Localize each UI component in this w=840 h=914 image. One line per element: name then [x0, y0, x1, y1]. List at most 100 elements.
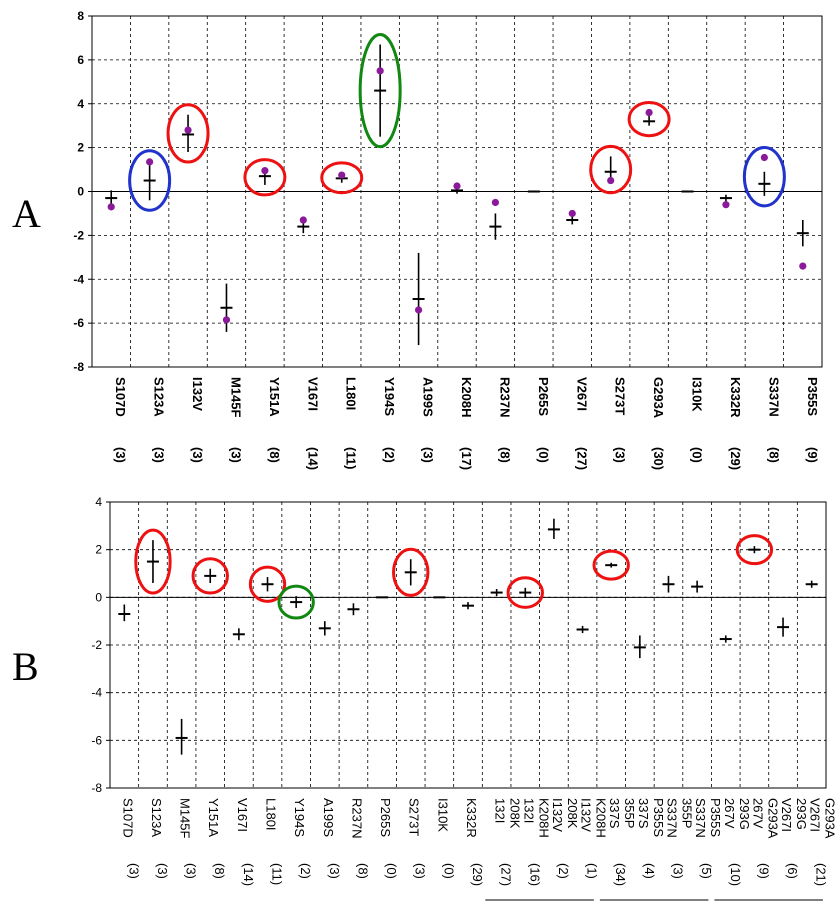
category-label: 132I — [493, 798, 508, 823]
category-count: (8) — [355, 863, 370, 879]
category-label: I132V — [579, 798, 594, 832]
highlight-ellipse-blue — [742, 145, 786, 208]
category-label-line2: 208K — [508, 798, 523, 829]
highlight-ellipse-red — [592, 549, 630, 581]
y-tick-label: 8 — [77, 9, 84, 23]
category-label: I132V — [550, 798, 565, 832]
category-label: K332R — [464, 798, 479, 838]
category-label: R237N — [497, 377, 512, 417]
category-label: V167I — [235, 798, 250, 832]
category-label-line2: 293G — [737, 798, 752, 830]
category-label: V267I — [808, 798, 823, 832]
category-label-line2: K208H — [536, 798, 551, 838]
category-label: 132I — [521, 798, 536, 823]
category-count: (16) — [527, 863, 542, 886]
y-tick-label: -8 — [91, 781, 102, 795]
data-point — [453, 182, 461, 190]
category-label: S337N — [693, 798, 708, 838]
category-count: (9) — [805, 447, 820, 463]
category-label-line2: 355P — [622, 798, 637, 828]
y-tick-label: -8 — [73, 360, 84, 374]
highlight-ellipse-red — [243, 158, 287, 197]
y-tick-label: -4 — [73, 272, 84, 286]
data-point — [376, 67, 384, 75]
category-label: S337N — [766, 377, 781, 417]
category-count: (0) — [384, 863, 399, 879]
y-tick-label: 4 — [95, 495, 102, 509]
y-tick-label: -4 — [91, 686, 102, 700]
category-label-line2: 355P — [679, 798, 694, 828]
y-tick-label: 0 — [77, 185, 84, 199]
y-tick-label: 2 — [95, 543, 102, 557]
category-count: (6) — [785, 863, 800, 879]
highlight-ellipse-red — [589, 144, 633, 195]
data-point — [722, 201, 730, 209]
category-count: (3) — [327, 863, 342, 879]
y-tick-label: -2 — [91, 638, 102, 652]
category-count: (29) — [470, 863, 485, 886]
category-label: V267I — [574, 377, 589, 411]
category-label: Y151A — [206, 798, 221, 837]
category-count: (3) — [670, 863, 685, 879]
y-tick-label: 6 — [77, 53, 84, 67]
category-label: R237N — [349, 798, 364, 838]
panel-label-a: A — [12, 191, 41, 236]
y-tick-label: 0 — [95, 590, 102, 604]
category-count: (8) — [497, 447, 512, 463]
category-label: A199S — [421, 377, 436, 417]
data-point — [299, 216, 307, 224]
category-label-line2: 208K — [565, 798, 580, 829]
category-count: (3) — [413, 863, 428, 879]
category-count: (30) — [651, 447, 666, 470]
category-label: 337S — [607, 798, 622, 829]
data-point — [222, 316, 231, 324]
category-count: (5) — [699, 863, 714, 879]
y-tick-label: -6 — [91, 733, 102, 747]
panel-label-b: B — [12, 644, 39, 689]
category-label: Y151A — [267, 377, 282, 417]
highlight-ellipse-red — [166, 103, 210, 164]
category-label: I132V — [190, 377, 205, 411]
category-count: (4) — [642, 863, 657, 879]
data-point — [184, 126, 192, 134]
category-label: S123A — [152, 377, 167, 417]
category-count: (21) — [814, 863, 829, 886]
highlight-ellipse-red — [392, 547, 430, 597]
data-point — [799, 262, 807, 270]
chart-panel-a: 8 6 4 2 0 -2 -4 -6 -8 S107D (3) S123A (3) I132V (3) M14… — [73, 9, 823, 470]
data-point — [491, 198, 500, 207]
plot-frame — [109, 501, 827, 789]
category-label: 337S — [636, 798, 651, 829]
category-label: S123A — [149, 798, 164, 837]
category-label: M145F — [178, 798, 193, 839]
data-point — [107, 203, 115, 211]
category-count: (3) — [228, 447, 243, 463]
category-label: V267I — [779, 798, 794, 832]
chart-panel-b: 4 2 0 -2 -4 -6 -8 S107D (3) S123A (3) M145F (3) Y151A… — [91, 495, 838, 901]
highlight-ellipse-red — [627, 101, 671, 138]
category-label: S337N — [664, 798, 679, 838]
y-tick-label: -6 — [73, 316, 84, 330]
category-count: (29) — [728, 447, 743, 470]
data-point — [607, 176, 615, 185]
category-label: P265S — [378, 798, 393, 837]
category-count: (3) — [613, 447, 628, 463]
highlight-ellipse-blue — [128, 149, 172, 212]
y-tick-label: 2 — [77, 141, 84, 155]
category-count: (34) — [613, 863, 628, 886]
category-label-line2: P355S — [651, 798, 666, 837]
category-count: (11) — [344, 447, 359, 469]
category-count: (3) — [152, 447, 167, 463]
data-point — [146, 158, 154, 166]
category-count: (0) — [441, 863, 456, 879]
category-label: S107D — [120, 798, 135, 838]
category-count: (27) — [574, 447, 589, 470]
category-count: (3) — [184, 863, 199, 879]
category-count: (14) — [241, 863, 256, 886]
highlight-ellipse-red — [191, 557, 229, 595]
category-count: (3) — [421, 447, 436, 463]
category-label-line2: P355S — [708, 798, 723, 837]
category-label: 267V — [722, 798, 737, 829]
data-point — [414, 306, 423, 314]
